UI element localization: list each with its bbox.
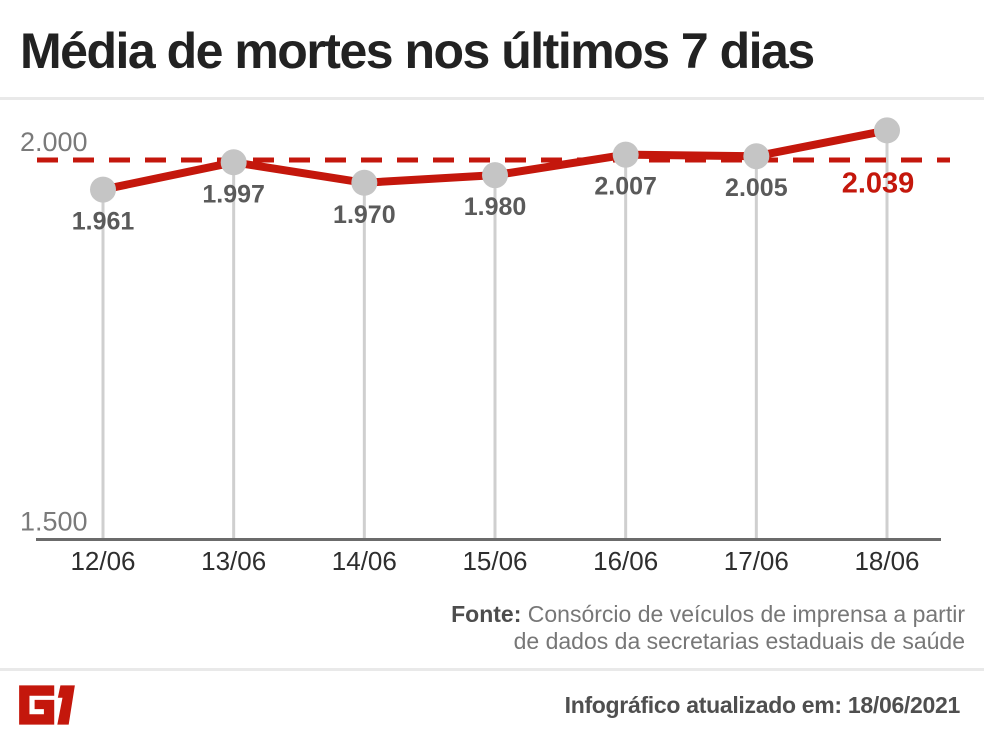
y-tick-label: 2.000 [20,127,88,157]
source-note: Fonte: Consórcio de veículos de imprensa… [451,601,965,655]
x-tick-label: 12/06 [70,546,135,576]
data-point [90,176,116,203]
updated-text: Infográfico atualizado em: 18/06/2021 [564,692,961,718]
data-point [351,169,378,196]
data-point [482,162,509,189]
x-tick-label: 17/06 [724,546,789,576]
x-tick-label: 14/06 [332,546,397,576]
point-value-label: 1.980 [464,193,527,221]
source-line-1: Fonte: Consórcio de veículos de imprensa… [451,601,965,628]
title-divider [0,97,984,100]
page-title: Média de mortes nos últimos 7 dias [20,23,815,79]
source-text-1: Consórcio de veículos de imprensa a part… [527,601,965,627]
footer-divider [0,668,984,671]
y-tick-label: 1.500 [20,507,88,537]
data-point [874,117,901,144]
g1-logo-g [19,685,55,725]
point-value-label: 1.997 [202,180,265,208]
x-tick-label: 18/06 [854,546,919,576]
point-value-label: 2.005 [725,174,788,202]
x-tick-label: 13/06 [201,546,266,576]
g1-logo-1 [57,685,75,725]
point-value-label: 1.961 [72,208,135,236]
point-value-label: 1.970 [333,201,396,229]
source-line-2: de dados da secretarias estaduais de saú… [513,628,965,654]
g1-logo-icon [19,685,75,725]
point-value-label: 2.007 [594,173,657,201]
x-tick-label: 15/06 [462,546,527,576]
line-chart: 2.000 1.500 12/06 13/06 14/06 15/06 16/06 17/06… [20,117,950,576]
data-point [743,143,770,170]
source-label: Fonte: [451,601,522,627]
data-point [220,149,247,176]
footer: Infográfico atualizado em: 18/06/2021 [0,671,984,747]
highlight-value-label: 2.039 [842,167,915,199]
x-tick-label: 16/06 [593,546,658,576]
data-point [612,141,639,168]
